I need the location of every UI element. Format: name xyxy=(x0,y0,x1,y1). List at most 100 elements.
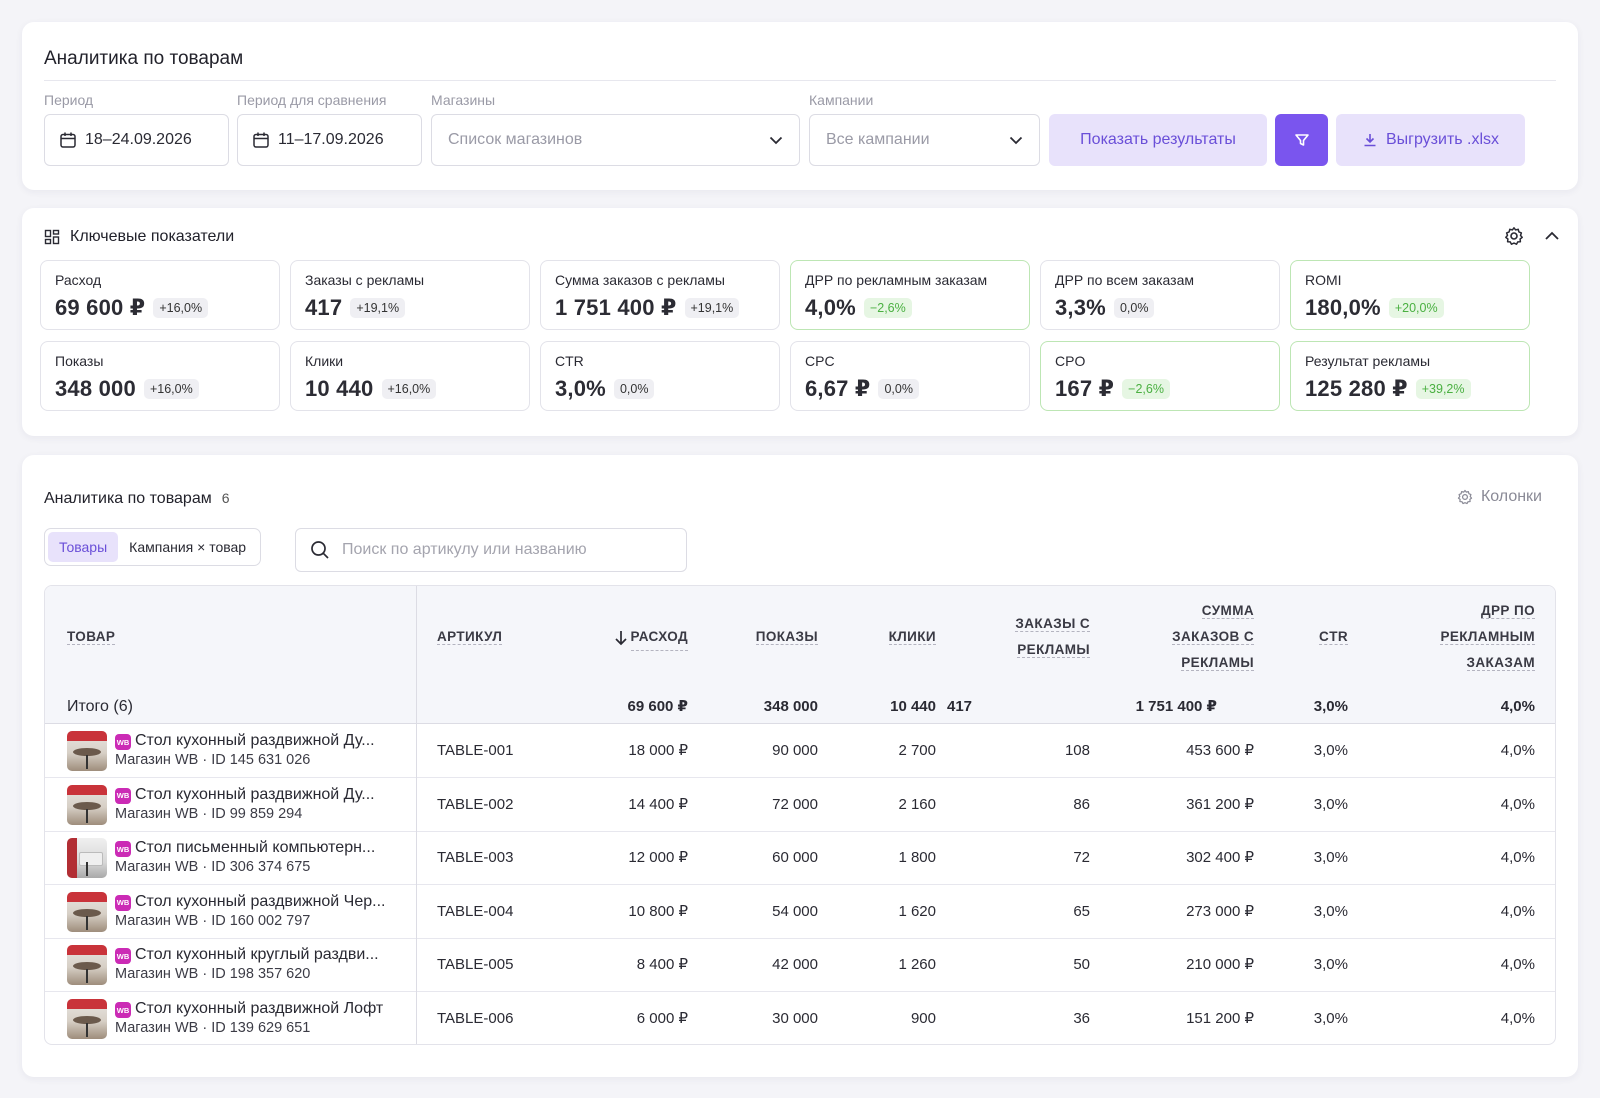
header-clicks[interactable]: КЛИКИ xyxy=(888,629,936,645)
kpi-delta-badge: 0,0% xyxy=(878,379,919,399)
kpi-tools xyxy=(1504,226,1560,246)
product-ctr: 3,0% xyxy=(1313,849,1348,867)
kpi-label: ДРР по всем заказам xyxy=(1055,272,1194,288)
product-thumbnail[interactable] xyxy=(67,891,107,932)
product-ctr: 3,0% xyxy=(1313,956,1348,974)
header-sku[interactable]: АРТИКУЛ xyxy=(437,629,503,645)
header-spend[interactable]: РАСХОД xyxy=(614,624,688,651)
product-impressions: 42 000 xyxy=(772,956,818,974)
product-clicks: 1 800 xyxy=(898,849,936,867)
product-ctr: 3,0% xyxy=(1313,902,1348,920)
kpi-delta-badge: +16,0% xyxy=(143,379,199,399)
search-input[interactable] xyxy=(342,541,662,559)
product-thumbnail[interactable] xyxy=(67,945,107,986)
kpi-value-row: 3,3% 0,0% xyxy=(1055,295,1265,321)
product-name[interactable]: Стол письменный компьютерн... xyxy=(135,839,376,857)
table-title: Аналитика по товарам 6 xyxy=(44,490,230,508)
header-ctr[interactable]: CTR xyxy=(1319,629,1348,645)
period-picker[interactable]: 18–24.09.2026 xyxy=(44,114,229,166)
total-ctr: 3,0% xyxy=(1313,698,1348,715)
product-thumbnail[interactable] xyxy=(67,731,107,771)
kpi-label: Расход xyxy=(55,272,102,288)
table-row[interactable]: WB Стол письменный компьютерн... Магазин W… xyxy=(45,831,1555,886)
product-drr: 4,0% xyxy=(1500,742,1535,759)
product-orders: 50 xyxy=(1073,956,1090,974)
search-icon xyxy=(311,541,329,559)
table-row[interactable]: WB Стол кухонный раздвижной Ду... Магазин … xyxy=(45,724,1555,778)
kpi-value-row: 3,0% 0,0% xyxy=(555,376,765,402)
filter-button[interactable] xyxy=(1275,114,1328,166)
product-orders-sum: 302 400 ₽ xyxy=(1186,849,1254,867)
product-orders: 108 xyxy=(1064,742,1090,759)
arrow-down-icon xyxy=(614,630,627,645)
gear-icon xyxy=(1457,489,1473,505)
table-count: 6 xyxy=(221,490,230,506)
kpi-value: 3,3% xyxy=(1055,295,1106,320)
product-sku: TABLE-004 xyxy=(437,902,514,920)
product-ctr: 3,0% xyxy=(1313,795,1348,813)
kpi-label: ДРР по рекламным заказам xyxy=(805,272,988,288)
kpi-label: CPC xyxy=(805,353,835,369)
product-thumbnail[interactable] xyxy=(67,784,107,825)
kpi-value: 3,0% xyxy=(555,376,606,401)
kpi-value-row: 167 ₽ −2,6% xyxy=(1055,376,1265,402)
kpi-tile: Заказы с рекламы 417 +19,1% xyxy=(290,260,530,330)
product-thumbnail[interactable] xyxy=(67,999,107,1039)
table-row[interactable]: WB Стол кухонный раздвижной Чер... Магазин… xyxy=(45,885,1555,939)
total-clicks: 10 440 xyxy=(890,698,936,715)
kpi-label: Показы xyxy=(55,353,104,369)
show-results-button[interactable]: Показать результаты xyxy=(1049,114,1267,166)
kpi-value-row: 69 600 ₽ +16,0% xyxy=(55,295,265,321)
view-toggle: Товары Кампания × товар xyxy=(44,528,262,566)
compare-period-label: Период для сравнения xyxy=(237,92,387,108)
table-row[interactable]: WB Стол кухонный раздвижной Ду... Магазин … xyxy=(45,778,1555,832)
product-sku: TABLE-003 xyxy=(437,849,514,867)
campaigns-select[interactable]: Все кампании xyxy=(809,114,1040,166)
tab-products[interactable]: Товары xyxy=(48,532,119,562)
product-spend: 14 400 ₽ xyxy=(628,795,688,813)
header-orders-sum[interactable]: СУММА ЗАКАЗОВ С РЕКЛАМЫ xyxy=(1172,603,1254,671)
kpi-header: Ключевые показатели xyxy=(44,228,234,246)
product-spend: 6 000 ₽ xyxy=(636,1010,688,1027)
kpi-value-row: 417 +19,1% xyxy=(305,295,515,321)
total-spend: 69 600 ₽ xyxy=(627,698,688,715)
kpi-label: CPO xyxy=(1055,353,1086,369)
product-store-id: Магазин WB · ID 160 002 797 xyxy=(115,912,311,929)
gear-icon[interactable] xyxy=(1504,226,1524,246)
kpi-value-row: 180,0% +20,0% xyxy=(1305,295,1515,321)
header-orders[interactable]: ЗАКАЗЫ С РЕКЛАМЫ xyxy=(1015,616,1090,658)
table-row[interactable]: WB Стол кухонный раздвижной Лофт Магазин W… xyxy=(45,992,1555,1044)
product-impressions: 60 000 xyxy=(772,849,818,867)
search-box xyxy=(295,528,687,572)
header-impressions[interactable]: ПОКАЗЫ xyxy=(755,629,818,645)
product-name[interactable]: Стол кухонный круглый раздви... xyxy=(135,946,379,964)
stores-select[interactable]: Список магазинов xyxy=(431,114,800,166)
product-name[interactable]: Стол кухонный раздвижной Лофт xyxy=(135,1000,384,1017)
columns-button[interactable]: Колонки xyxy=(1457,488,1542,506)
product-sku: TABLE-005 xyxy=(437,956,514,974)
product-spend: 12 000 ₽ xyxy=(628,849,688,867)
chevron-up-icon[interactable] xyxy=(1544,231,1560,241)
product-name[interactable]: Стол кухонный раздвижной Ду... xyxy=(135,785,375,803)
table-row[interactable]: WB Стол кухонный круглый раздви... Магазин… xyxy=(45,938,1555,993)
product-name[interactable]: Стол кухонный раздвижной Чер... xyxy=(135,892,386,910)
calendar-icon xyxy=(253,132,269,148)
stores-placeholder: Список магазинов xyxy=(448,131,583,148)
kpi-label: Сумма заказов с рекламы xyxy=(555,272,725,288)
export-xlsx-button[interactable]: Выгрузить .xlsx xyxy=(1336,114,1525,166)
wb-badge-icon: WB xyxy=(115,1002,131,1018)
product-thumbnail[interactable] xyxy=(67,838,107,879)
kpi-label: ROMI xyxy=(1305,272,1342,288)
kpi-tile: Результат рекламы 125 280 ₽ +39,2% xyxy=(1290,341,1530,411)
tab-campaign-product[interactable]: Кампания × товар xyxy=(129,539,247,555)
header-drr[interactable]: ДРР ПО РЕКЛАМНЫМ ЗАКАЗАМ xyxy=(1440,603,1535,671)
kpi-label: Результат рекламы xyxy=(1305,353,1431,369)
kpi-delta-badge: 0,0% xyxy=(1113,298,1155,318)
kpi-value: 180,0% xyxy=(1305,295,1381,320)
product-orders: 72 xyxy=(1073,849,1090,867)
compare-period-picker[interactable]: 11–17.09.2026 xyxy=(237,114,422,166)
filter-icon xyxy=(1294,134,1309,146)
header-product[interactable]: ТОВАР xyxy=(67,629,116,645)
product-drr: 4,0% xyxy=(1500,795,1535,813)
product-name[interactable]: Стол кухонный раздвижной Ду... xyxy=(135,732,375,749)
